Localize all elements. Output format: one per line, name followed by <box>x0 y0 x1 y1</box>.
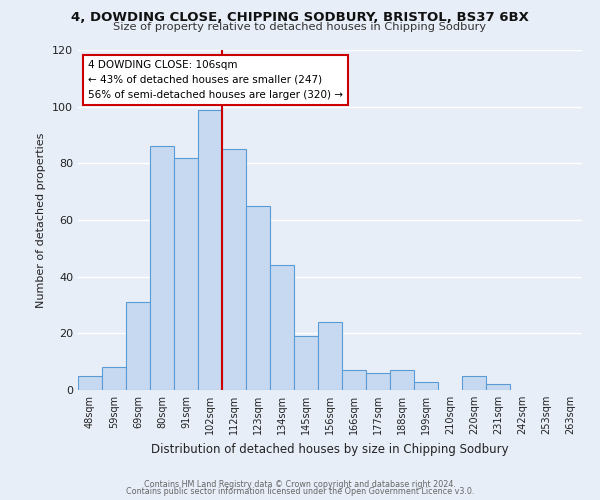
X-axis label: Distribution of detached houses by size in Chipping Sodbury: Distribution of detached houses by size … <box>151 442 509 456</box>
Bar <box>246 206 270 390</box>
Bar <box>150 146 174 390</box>
Bar <box>222 149 246 390</box>
Text: Contains public sector information licensed under the Open Government Licence v3: Contains public sector information licen… <box>126 488 474 496</box>
Bar <box>198 110 222 390</box>
Bar <box>462 376 486 390</box>
Text: Size of property relative to detached houses in Chipping Sodbury: Size of property relative to detached ho… <box>113 22 487 32</box>
Bar <box>342 370 366 390</box>
Bar <box>486 384 510 390</box>
Bar <box>294 336 318 390</box>
Text: 4, DOWDING CLOSE, CHIPPING SODBURY, BRISTOL, BS37 6BX: 4, DOWDING CLOSE, CHIPPING SODBURY, BRIS… <box>71 11 529 24</box>
Bar <box>78 376 102 390</box>
Bar <box>126 302 150 390</box>
Bar <box>174 158 198 390</box>
Bar <box>318 322 342 390</box>
Bar <box>366 373 390 390</box>
Text: Contains HM Land Registry data © Crown copyright and database right 2024.: Contains HM Land Registry data © Crown c… <box>144 480 456 489</box>
Bar <box>414 382 438 390</box>
Bar <box>102 368 126 390</box>
Bar <box>270 266 294 390</box>
Text: 4 DOWDING CLOSE: 106sqm
← 43% of detached houses are smaller (247)
56% of semi-d: 4 DOWDING CLOSE: 106sqm ← 43% of detache… <box>88 60 343 100</box>
Y-axis label: Number of detached properties: Number of detached properties <box>37 132 46 308</box>
Bar <box>390 370 414 390</box>
